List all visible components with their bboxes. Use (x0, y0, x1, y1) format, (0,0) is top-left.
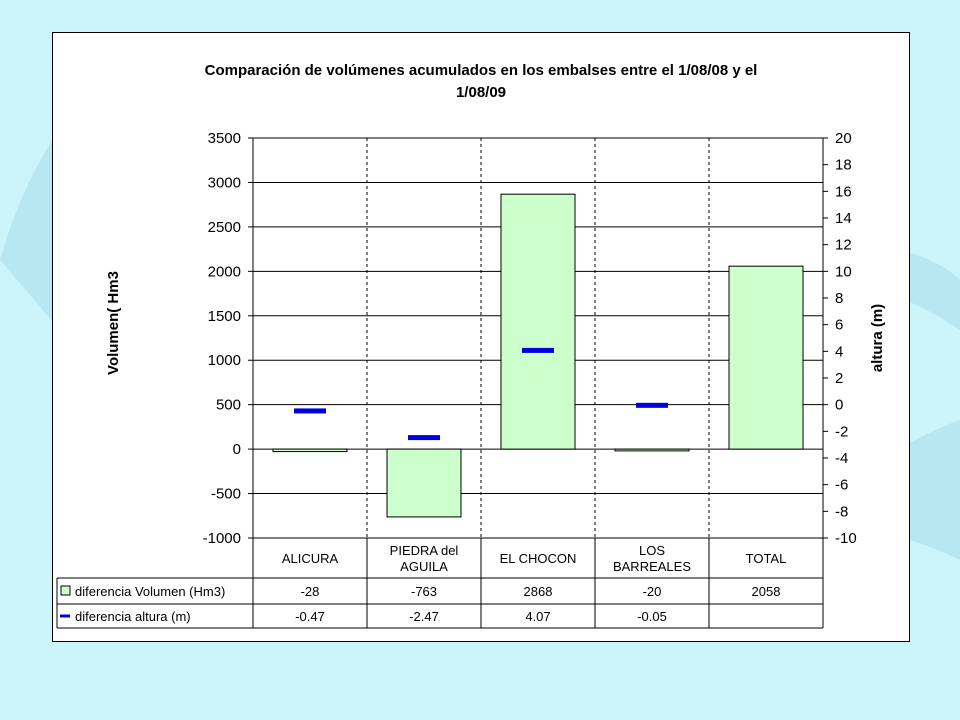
y2-tick-label-9: 8 (835, 290, 843, 307)
y2-tick-label-3: -4 (835, 450, 848, 467)
bar-1 (386, 448, 462, 518)
table-cell-height-3: -0.05 (637, 609, 667, 624)
y-tick-label-0: -1000 (203, 530, 241, 547)
y2-tick-label-0: -10 (835, 530, 857, 547)
y2-tick-label-12: 14 (835, 210, 852, 227)
chart-title-line-1: Comparación de volúmenes acumulados en l… (205, 62, 758, 79)
y-tick-label-4: 1000 (208, 352, 241, 369)
y-tick-label-9: 3500 (208, 130, 241, 147)
y-axis-title: Volumen( Hm3 (105, 271, 122, 375)
bar-3 (614, 448, 690, 452)
table-cell-height-0: -0.47 (295, 609, 325, 624)
plot-area: -1000 -500 0 500 1000 1500 2000 2500 3000 3500 -10… (56, 130, 857, 629)
y2-tick-label-1: -8 (835, 503, 848, 520)
y-tick-label-2: 0 (233, 441, 241, 458)
y-tick-label-6: 2000 (208, 263, 241, 280)
legend-label-bar: diferencia Volumen (Hm3) (75, 584, 225, 599)
y2-tick-label-4: -2 (835, 423, 848, 440)
table-cell-height-1: -2.47 (409, 609, 439, 624)
y2-tick-label-2: -6 (835, 477, 848, 494)
bar-0 (272, 448, 348, 453)
y2-tick-label-14: 18 (835, 157, 852, 174)
marker-2 (522, 347, 554, 353)
chart-frame: Comparación de volúmenes acumulados en l… (52, 32, 910, 642)
y2-tick-label-7: 4 (835, 343, 843, 360)
y-tick-label-7: 2500 (208, 219, 241, 236)
category-label-1-1: AGUILA (400, 559, 448, 574)
y2-tick-label-11: 12 (835, 237, 852, 254)
table-cell-height-2: 4.07 (525, 609, 550, 624)
y2-axis-title: altura (m) (869, 304, 886, 372)
table-cell-volume-4: 2058 (752, 584, 781, 599)
marker-3 (636, 402, 668, 408)
marker-1 (408, 435, 440, 441)
marker-0 (294, 408, 326, 414)
y2-tick-label-13: 16 (835, 183, 852, 200)
category-label-1-0: PIEDRA del (390, 543, 459, 558)
y2-tick-label-15: 20 (835, 130, 852, 147)
y-tick-label-3: 500 (216, 397, 241, 414)
y-tick-label-1: -500 (211, 486, 241, 503)
y2-tick-label-6: 2 (835, 370, 843, 387)
y2-tick-label-8: 6 (835, 317, 843, 334)
category-label-3-1: BARREALES (613, 559, 691, 574)
table-cell-volume-2: 2868 (524, 584, 553, 599)
table-cell-volume-1: -763 (411, 584, 437, 599)
y-tick-label-5: 1500 (208, 308, 241, 325)
y-tick-label-8: 3000 (208, 174, 241, 191)
bar-2 (500, 193, 576, 450)
y2-tick-label-5: 0 (835, 397, 843, 414)
chart: Comparación de volúmenes acumulados en l… (56, 62, 886, 629)
y2-tick-label-10: 10 (835, 263, 852, 280)
category-label-4-0: TOTAL (746, 551, 787, 566)
category-label-3-0: LOS (639, 543, 665, 558)
chart-title-line-2: 1/08/09 (456, 84, 506, 101)
table-cell-volume-3: -20 (643, 584, 662, 599)
legend-key-bar (60, 585, 71, 596)
table-cell-volume-0: -28 (301, 584, 320, 599)
legend-label-marker: diferencia altura (m) (75, 609, 191, 624)
bar-4 (728, 265, 804, 450)
category-label-0-0: ALICURA (282, 551, 339, 566)
category-label-2-0: EL CHOCON (500, 551, 577, 566)
